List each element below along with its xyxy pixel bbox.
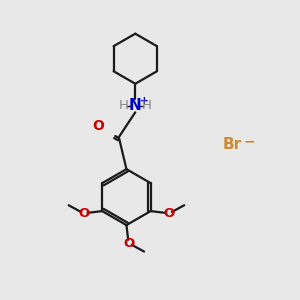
Text: −: − — [244, 135, 255, 149]
Text: Br: Br — [222, 136, 241, 152]
Text: H: H — [142, 99, 152, 112]
Text: O: O — [123, 237, 134, 250]
Text: H: H — [119, 99, 129, 112]
Text: O: O — [92, 119, 104, 133]
Text: +: + — [140, 95, 149, 106]
Text: O: O — [163, 207, 175, 220]
Text: O: O — [78, 207, 90, 220]
Text: N: N — [129, 98, 142, 113]
